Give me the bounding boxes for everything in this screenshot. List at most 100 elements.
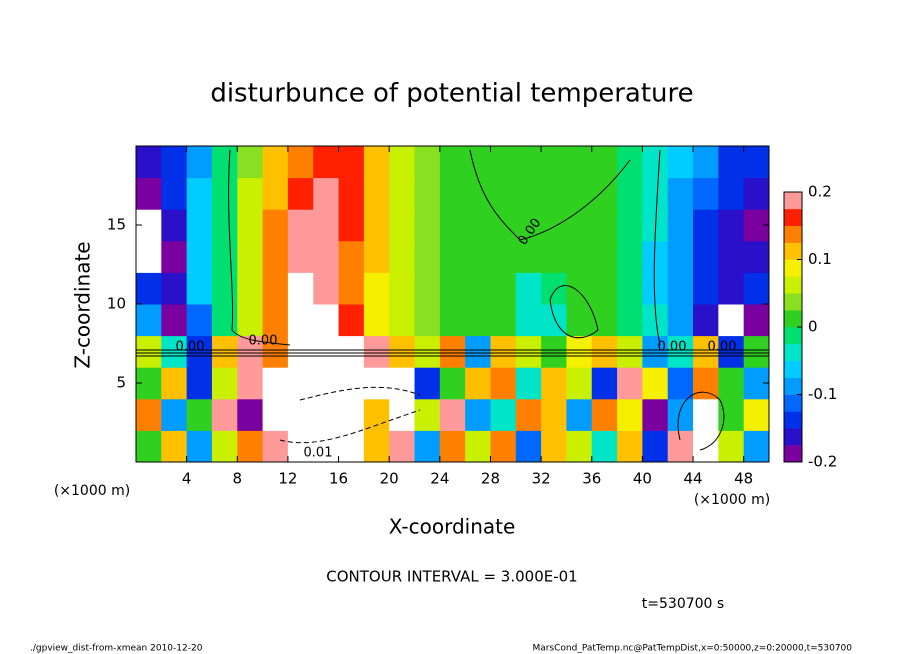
cell — [490, 177, 517, 210]
cell — [465, 367, 491, 400]
cell — [313, 177, 340, 210]
cell — [439, 304, 466, 337]
cell — [642, 146, 669, 179]
contour-line — [279, 386, 421, 444]
cell — [591, 398, 618, 431]
cell — [465, 304, 491, 337]
x-unit-label: (×1000 m) — [54, 483, 130, 499]
cell — [617, 240, 643, 273]
colorbar-tick-label: -0.2 — [808, 453, 837, 471]
cell — [363, 304, 390, 337]
cell — [313, 272, 340, 305]
cell — [743, 430, 770, 463]
cell — [566, 209, 593, 242]
cell — [313, 398, 340, 431]
cell — [667, 272, 694, 305]
cell — [642, 367, 669, 400]
cell — [490, 430, 517, 463]
cell — [490, 335, 517, 368]
cell — [186, 240, 213, 273]
cell — [389, 367, 416, 400]
y-tick-label: 15 — [107, 216, 126, 234]
cell — [389, 209, 416, 242]
cell — [237, 177, 264, 210]
x-tick-label: 28 — [481, 470, 500, 488]
cell — [465, 335, 491, 368]
cell — [667, 335, 694, 368]
cell — [490, 240, 517, 273]
cell — [718, 398, 745, 431]
colorbar-segment — [784, 394, 802, 412]
cell — [439, 335, 466, 368]
cell — [287, 367, 314, 400]
cell — [515, 304, 542, 337]
cell — [718, 209, 745, 242]
cell — [136, 146, 162, 179]
cell — [287, 146, 314, 179]
y-tick-label: 10 — [107, 295, 126, 313]
cell — [617, 398, 643, 431]
contour-line — [228, 149, 291, 346]
cell — [718, 272, 745, 305]
cell — [161, 240, 188, 273]
cell — [262, 240, 289, 273]
cell — [465, 240, 491, 273]
cell — [161, 398, 188, 431]
footer-left: ./gpview_dist-from-xmean 2010-12-20 — [30, 644, 203, 654]
cell — [515, 335, 542, 368]
cell — [743, 240, 770, 273]
cell — [363, 272, 390, 305]
cell — [211, 335, 238, 368]
cell — [541, 177, 567, 210]
cell — [718, 335, 745, 368]
cell — [566, 240, 593, 273]
cell — [490, 272, 517, 305]
cell — [693, 272, 719, 305]
cell — [161, 272, 188, 305]
cell — [566, 335, 593, 368]
cell — [161, 304, 188, 337]
cell — [693, 177, 719, 210]
cell — [541, 398, 567, 431]
colorbar-tick-label: 0.1 — [808, 250, 832, 268]
cell — [642, 177, 669, 210]
cell — [262, 430, 289, 463]
cell — [693, 146, 719, 179]
cell — [515, 398, 542, 431]
contour-line — [469, 149, 631, 241]
x-tick-label: 20 — [380, 470, 399, 488]
cell — [338, 398, 365, 431]
contour-label: 0.01 — [304, 446, 333, 461]
cell — [439, 240, 466, 273]
cell — [363, 240, 390, 273]
cell — [136, 177, 162, 210]
cell — [262, 209, 289, 242]
x-tick-label: 48 — [734, 470, 753, 488]
cell — [591, 146, 618, 179]
cell — [186, 335, 213, 368]
cell — [414, 430, 441, 463]
cell — [591, 367, 618, 400]
cell — [237, 272, 264, 305]
colorbar-segment — [784, 208, 802, 227]
cell — [743, 272, 770, 305]
footer-right: MarsCond_PatTemp.nc@PatTempDist,x=0:5000… — [532, 644, 852, 654]
cell — [591, 335, 618, 368]
cell — [389, 430, 416, 463]
x-tick-label: 8 — [233, 470, 243, 488]
cell — [186, 430, 213, 463]
cell — [237, 209, 264, 242]
cell — [211, 146, 238, 179]
cell — [389, 304, 416, 337]
cell — [541, 272, 567, 305]
cell — [414, 209, 441, 242]
cell — [338, 177, 365, 210]
cell — [566, 146, 593, 179]
cell — [515, 367, 542, 400]
cell — [211, 209, 238, 242]
cell — [718, 240, 745, 273]
colorbar-segment — [784, 259, 802, 277]
cell — [465, 430, 491, 463]
cell — [161, 146, 188, 179]
